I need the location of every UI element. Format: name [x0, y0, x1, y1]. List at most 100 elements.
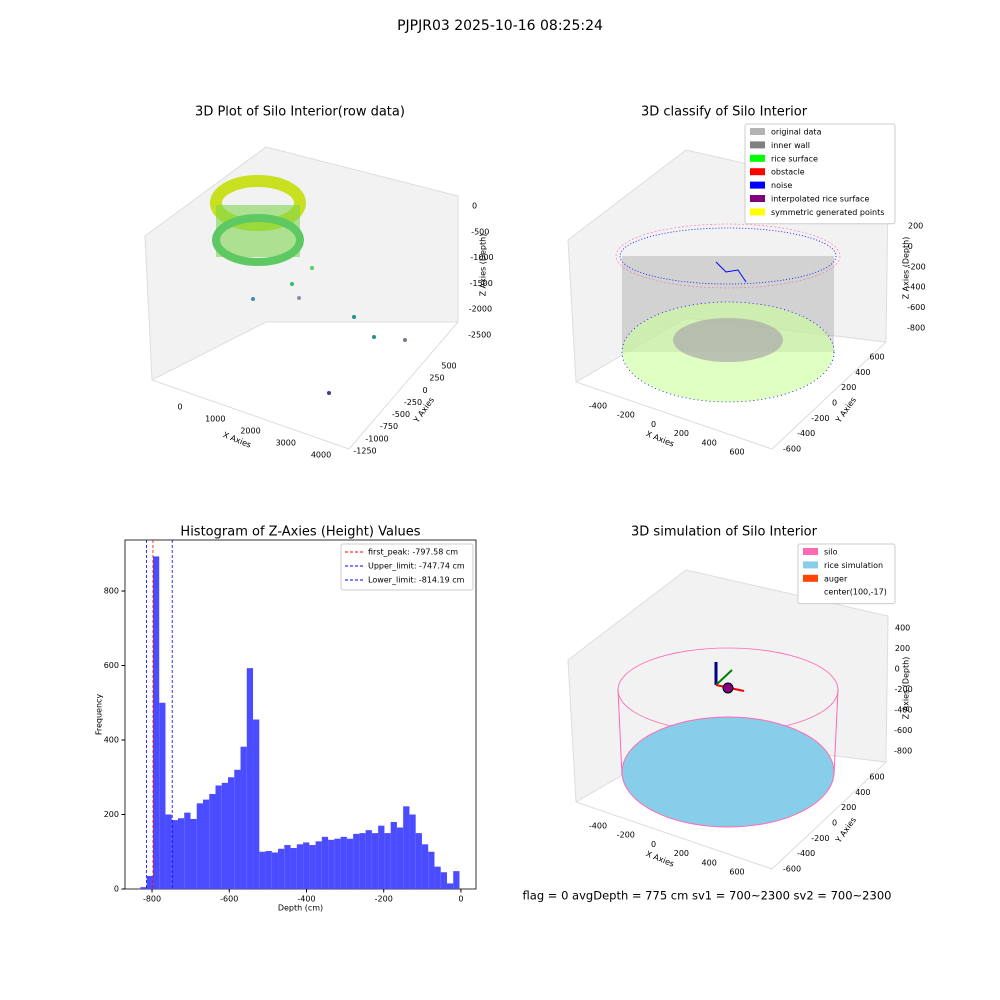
x-tick-label: 400	[702, 438, 717, 447]
bar	[403, 806, 410, 889]
bar	[215, 785, 222, 889]
y-tick-label: 250	[429, 374, 444, 383]
y-tick-label: 400	[855, 368, 870, 377]
legend-box	[340, 543, 474, 591]
legend-swatch	[750, 195, 765, 202]
plot2-points	[615, 223, 841, 403]
y-tick-label: 200	[841, 803, 856, 812]
chart-title: 3D classify of Silo Interior	[641, 105, 808, 120]
legend-label: auger	[824, 574, 848, 583]
legend-label: obstacle	[771, 168, 805, 177]
axis-label: Z Axies (Depth)	[479, 234, 488, 297]
axis-label: Z Axies (Depth)	[902, 237, 911, 300]
bar	[190, 818, 197, 889]
legend-swatch	[750, 154, 765, 162]
bar	[321, 836, 329, 889]
bar	[371, 833, 379, 889]
x-tick-label: -200	[617, 831, 635, 840]
bar	[346, 838, 354, 889]
x-tick-label: 200	[674, 429, 689, 438]
chart-title: 3D Plot of Silo Interior(row data)	[195, 105, 405, 120]
legend-swatch	[750, 141, 765, 149]
z-tick-label: -2000	[469, 305, 492, 314]
x-tick-label: -400	[589, 402, 607, 411]
axis-label: X Axies	[645, 849, 676, 868]
bar	[365, 830, 372, 889]
axis-label: X Axies	[645, 429, 676, 448]
bar	[234, 769, 241, 889]
z-tick-label: -200	[895, 685, 913, 694]
legend-label: Upper_limit: -747.74 cm	[368, 562, 465, 571]
bar	[253, 719, 260, 889]
x-tick-label: -200	[375, 895, 393, 904]
bar	[177, 818, 185, 889]
legend-swatch	[803, 588, 818, 596]
legend-swatch	[803, 561, 818, 569]
y-tick-label: 400	[104, 736, 119, 745]
bar	[415, 833, 422, 889]
bar	[284, 845, 291, 889]
y-axis-label: Frequency	[95, 694, 104, 736]
y-tick-label: 200	[841, 383, 856, 392]
y-tick-label: -200	[811, 834, 829, 843]
legend-label: silo	[824, 548, 838, 557]
legend-label: Lower_limit: -814.19 cm	[368, 576, 465, 585]
z-tick-label: 200	[895, 644, 910, 653]
bar	[184, 812, 191, 889]
x-tick-label: 200	[674, 849, 689, 858]
z-tick-label: 400	[895, 624, 910, 633]
legend-swatch	[750, 181, 765, 189]
x-tick-label: 3000	[276, 439, 296, 448]
bar	[303, 842, 310, 889]
bar	[290, 848, 297, 889]
y-tick-label: 200	[104, 810, 119, 819]
z-tick-label: 200	[908, 222, 923, 231]
legend-swatch	[750, 168, 765, 176]
bar	[359, 833, 366, 889]
y-tick-label: 800	[104, 587, 119, 596]
bar	[384, 833, 391, 889]
z-tick-label: -800	[894, 747, 912, 756]
z-tick-label: -800	[907, 324, 925, 333]
legend-swatch	[750, 208, 765, 216]
z-tick-label: -600	[907, 303, 925, 312]
x-tick-label: 600	[729, 868, 744, 877]
legend-label: center(100,-17)	[824, 588, 887, 597]
x-tick-label: 1000	[205, 415, 225, 424]
bar	[340, 836, 347, 889]
bar	[259, 851, 266, 889]
x-axis-label: Depth (cm)	[278, 904, 323, 913]
legend-swatch	[803, 574, 818, 582]
legend-label: symmetric generated points	[771, 208, 884, 217]
bar	[265, 851, 272, 889]
legend-label: rice surface	[771, 154, 818, 163]
x-tick-label: -400	[589, 822, 607, 831]
y-tick-label: 600	[869, 353, 884, 362]
legend-swatch	[803, 548, 818, 555]
z-tick-label: 0	[895, 665, 900, 674]
bar	[228, 777, 235, 889]
x-tick-label: -400	[297, 895, 315, 904]
bar	[209, 794, 216, 889]
bar	[428, 851, 435, 889]
z-tick-label: 0	[472, 202, 477, 211]
bar	[240, 746, 247, 889]
chart-title: Histogram of Z-Axies (Height) Values	[180, 525, 420, 540]
y-tick-label: -1250	[353, 447, 376, 456]
y-tick-label: 600	[869, 773, 884, 782]
legend-label: interpolated rice surface	[771, 195, 869, 204]
bar	[421, 844, 429, 889]
bar	[146, 875, 153, 889]
z-tick-label: -200	[908, 262, 926, 271]
bar	[296, 844, 304, 889]
y-tick-label: -600	[783, 445, 801, 454]
bar	[278, 848, 285, 889]
bar	[246, 668, 254, 889]
legend-label: rice simulation	[824, 561, 883, 570]
bar	[396, 827, 404, 889]
bar	[434, 866, 441, 889]
x-tick-label: -600	[220, 895, 238, 904]
axis-label: Y Axies	[833, 816, 858, 846]
y-tick-label: -400	[797, 849, 815, 858]
